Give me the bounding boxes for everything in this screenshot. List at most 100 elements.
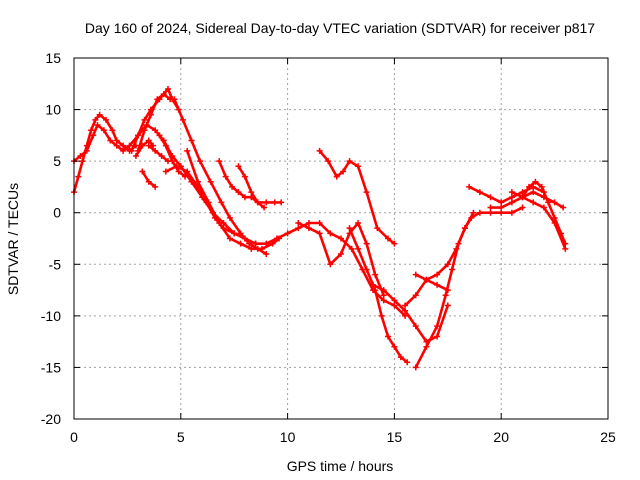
data-point-marker bbox=[412, 292, 419, 299]
data-point-marker bbox=[218, 199, 225, 206]
data-point-marker bbox=[188, 178, 195, 185]
data-point-marker bbox=[94, 122, 101, 129]
data-point-marker bbox=[412, 323, 419, 330]
series-trace bbox=[297, 221, 385, 297]
data-point-marker bbox=[160, 91, 167, 98]
data-point-marker bbox=[175, 168, 182, 175]
data-point-marker bbox=[241, 194, 248, 201]
data-point-marker bbox=[113, 142, 120, 149]
data-point-marker bbox=[194, 178, 201, 185]
data-point-marker bbox=[145, 137, 152, 144]
series-trace bbox=[489, 190, 565, 209]
data-point-marker bbox=[444, 302, 451, 309]
data-point-marker bbox=[508, 199, 515, 206]
data-point-marker bbox=[487, 194, 494, 201]
series-pass-18 bbox=[370, 281, 451, 345]
series-pass-26 bbox=[508, 189, 569, 252]
data-point-marker bbox=[77, 152, 84, 159]
data-point-marker bbox=[216, 158, 223, 165]
data-point-marker bbox=[109, 127, 116, 134]
series-trace bbox=[147, 144, 170, 163]
data-point-marker bbox=[380, 292, 387, 299]
data-point-marker bbox=[530, 189, 537, 196]
y-tick-label: 10 bbox=[45, 102, 61, 118]
data-point-marker bbox=[88, 127, 95, 134]
data-point-marker bbox=[305, 220, 312, 227]
data-point-marker bbox=[199, 194, 206, 201]
data-point-marker bbox=[551, 199, 558, 206]
data-point-marker bbox=[75, 173, 82, 180]
data-point-marker bbox=[545, 199, 552, 206]
data-point-marker bbox=[340, 168, 347, 175]
data-point-marker bbox=[226, 214, 233, 221]
plot-frame bbox=[73, 57, 609, 420]
data-point-marker bbox=[346, 158, 353, 165]
data-point-marker bbox=[498, 209, 505, 216]
data-point-marker bbox=[222, 173, 229, 180]
data-point-marker bbox=[434, 281, 441, 288]
data-point-marker bbox=[391, 343, 398, 350]
y-tick-label: 15 bbox=[45, 50, 61, 66]
data-point-marker bbox=[248, 245, 255, 252]
series-trace bbox=[134, 139, 155, 158]
data-point-marker bbox=[498, 199, 505, 206]
data-point-marker bbox=[476, 189, 483, 196]
series-pass-16 bbox=[295, 220, 387, 299]
data-point-marker bbox=[316, 147, 323, 154]
data-point-marker bbox=[158, 152, 165, 159]
data-point-marker bbox=[120, 147, 127, 154]
data-point-marker bbox=[141, 116, 148, 123]
series-trace bbox=[521, 180, 567, 245]
data-point-marker bbox=[207, 178, 214, 185]
data-point-marker bbox=[508, 209, 515, 216]
x-tick-label: 10 bbox=[280, 429, 296, 445]
data-point-marker bbox=[391, 302, 398, 309]
data-point-marker bbox=[355, 245, 362, 252]
data-point-marker bbox=[226, 235, 233, 242]
data-point-marker bbox=[135, 132, 142, 139]
series-pass-17 bbox=[346, 225, 411, 366]
data-point-marker bbox=[205, 199, 212, 206]
data-point-marker bbox=[508, 194, 515, 201]
series-pass-14 bbox=[235, 163, 268, 211]
data-point-marker bbox=[107, 137, 114, 144]
data-series bbox=[71, 85, 569, 371]
data-point-marker bbox=[348, 245, 355, 252]
data-point-marker bbox=[423, 276, 430, 283]
data-point-marker bbox=[126, 142, 133, 149]
series-pass-22 bbox=[412, 271, 451, 294]
data-point-marker bbox=[295, 225, 302, 232]
x-tick-labels: 0 5 10 15 20 25 bbox=[70, 429, 616, 445]
data-point-marker bbox=[374, 225, 381, 232]
data-point-marker bbox=[269, 240, 276, 247]
data-point-marker bbox=[231, 230, 238, 237]
x-tick-label: 0 bbox=[70, 429, 78, 445]
data-point-marker bbox=[461, 225, 468, 232]
data-point-marker bbox=[487, 204, 494, 211]
data-point-marker bbox=[498, 204, 505, 211]
data-point-marker bbox=[177, 163, 184, 170]
data-point-marker bbox=[162, 168, 169, 175]
data-point-marker bbox=[372, 287, 379, 294]
series-trace bbox=[136, 92, 172, 153]
data-point-marker bbox=[197, 158, 204, 165]
x-tick-label: 5 bbox=[177, 429, 185, 445]
data-point-marker bbox=[271, 199, 278, 206]
data-point-marker bbox=[79, 158, 86, 165]
data-point-marker bbox=[346, 225, 353, 232]
series-pass-1 bbox=[71, 111, 139, 196]
y-tick-label: -10 bbox=[41, 308, 61, 324]
data-point-marker bbox=[156, 132, 163, 139]
data-point-marker bbox=[442, 292, 449, 299]
y-axis-label: SDTVAR / TECUs bbox=[5, 183, 21, 295]
data-point-marker bbox=[145, 178, 152, 185]
data-point-marker bbox=[397, 354, 404, 361]
data-point-marker bbox=[152, 127, 159, 134]
series-trace bbox=[371, 283, 450, 343]
data-point-marker bbox=[128, 147, 135, 154]
data-point-marker bbox=[540, 204, 547, 211]
data-point-marker bbox=[508, 189, 515, 196]
data-point-marker bbox=[235, 189, 242, 196]
data-point-marker bbox=[562, 245, 569, 252]
